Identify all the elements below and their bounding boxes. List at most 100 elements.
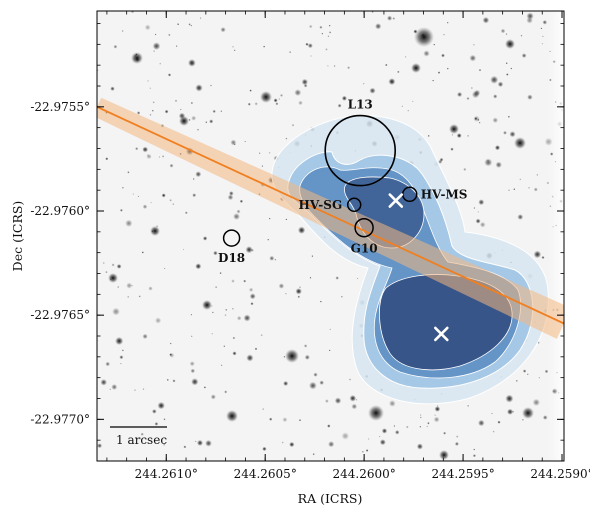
star	[142, 146, 149, 153]
star	[158, 156, 161, 158]
star	[223, 345, 226, 348]
star	[149, 113, 152, 116]
star	[254, 102, 258, 106]
star	[393, 425, 396, 427]
star	[426, 425, 429, 428]
star	[433, 43, 436, 46]
star	[236, 315, 242, 321]
star	[192, 178, 195, 180]
star	[466, 96, 470, 101]
star	[313, 372, 318, 377]
star	[512, 410, 515, 413]
bright-star	[285, 349, 299, 363]
star	[450, 147, 454, 151]
x-tick-label: 244.2590°	[530, 467, 590, 481]
star	[471, 87, 473, 89]
star	[295, 288, 302, 295]
star	[308, 381, 317, 390]
star	[386, 15, 393, 21]
star	[205, 121, 208, 124]
star	[536, 174, 539, 176]
label-l13: L13	[348, 98, 373, 112]
star	[341, 432, 350, 440]
star	[291, 123, 295, 127]
star	[411, 100, 414, 103]
star	[311, 255, 314, 258]
star	[473, 207, 476, 209]
star	[362, 450, 364, 453]
bright-star	[439, 450, 449, 460]
star	[495, 161, 502, 169]
star	[184, 211, 188, 215]
star	[220, 27, 226, 33]
star	[183, 445, 187, 449]
star	[161, 155, 165, 158]
star	[533, 250, 542, 259]
star	[220, 110, 223, 113]
star	[367, 438, 370, 440]
star	[327, 35, 330, 38]
star	[195, 171, 202, 178]
star	[190, 368, 196, 374]
star	[268, 151, 271, 154]
star	[135, 147, 139, 151]
star	[175, 45, 178, 48]
image-edge-fade	[548, 11, 564, 461]
bright-star	[179, 116, 189, 126]
star	[351, 403, 358, 410]
star	[289, 51, 292, 54]
y-tick-label: -22.9770°	[30, 412, 90, 426]
star	[191, 115, 197, 121]
star	[341, 95, 347, 101]
label-hv-sg: HV-SG	[299, 198, 343, 212]
star	[443, 431, 447, 435]
star	[378, 435, 381, 438]
star	[274, 258, 277, 261]
star	[215, 286, 218, 289]
star	[203, 386, 207, 389]
star	[125, 219, 133, 227]
star	[532, 398, 540, 407]
star	[199, 17, 202, 19]
star	[142, 388, 145, 391]
star	[521, 53, 527, 59]
star	[149, 87, 152, 90]
star	[263, 45, 266, 48]
plot-frame	[96, 10, 565, 462]
star	[230, 139, 237, 146]
star	[454, 441, 459, 446]
star	[278, 98, 281, 100]
star	[196, 128, 200, 131]
star	[319, 380, 325, 386]
star	[278, 283, 285, 289]
star	[115, 336, 124, 346]
circle-l13	[324, 114, 397, 187]
star	[134, 389, 136, 392]
star	[157, 401, 165, 410]
star	[213, 250, 218, 256]
star	[434, 414, 436, 417]
star	[258, 152, 261, 155]
star	[166, 378, 169, 381]
star	[416, 443, 424, 450]
star	[482, 16, 490, 24]
star	[153, 50, 156, 52]
star	[211, 332, 214, 335]
star	[262, 446, 267, 452]
bright-star	[202, 300, 212, 310]
star	[202, 236, 208, 241]
star	[324, 399, 329, 404]
star	[310, 55, 312, 57]
star	[513, 188, 516, 191]
star	[232, 307, 234, 310]
star	[163, 418, 166, 421]
star	[542, 35, 544, 38]
bright-star	[108, 273, 118, 283]
star	[517, 214, 524, 220]
star	[493, 94, 498, 99]
star	[505, 394, 514, 403]
star	[172, 202, 175, 206]
star	[248, 287, 254, 293]
bright-star	[131, 52, 143, 64]
